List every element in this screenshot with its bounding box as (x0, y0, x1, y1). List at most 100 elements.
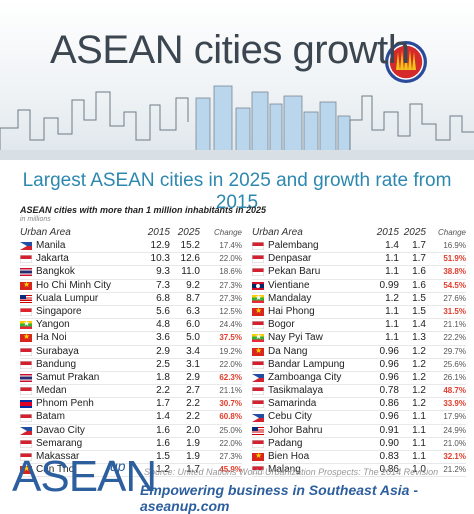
header-urban-area: Urban Area (20, 227, 71, 238)
change-rate: 27.3% (219, 293, 242, 303)
value-2025: 1.2 (412, 371, 426, 383)
table-row: Bien Hoa 0.83 1.1 32.1% (252, 450, 466, 465)
value-2015: 0.86 (379, 464, 399, 476)
table-row: Phnom Penh 1.7 2.2 30.7% (20, 398, 242, 412)
change-rate: 17.9% (443, 412, 466, 422)
value-2025: 1.6 (412, 266, 426, 278)
change-rate: 19.2% (219, 346, 242, 356)
value-2015: 2.2 (156, 385, 170, 397)
table-row: Samarinda 0.86 1.2 33.9% (252, 398, 466, 412)
city-name: Pekan Baru (268, 266, 321, 278)
change-rate: 54.5% (443, 280, 466, 290)
city-name: Davao City (36, 424, 85, 436)
value-2015: 0.83 (379, 451, 399, 462)
flag-ph-icon (252, 373, 264, 382)
header-urban-area: Urban Area (252, 227, 303, 238)
change-rate: 21.1% (443, 320, 466, 330)
flag-id-icon (20, 387, 32, 396)
value-2025: 2.9 (186, 371, 200, 383)
value-2015: 12.9 (150, 240, 170, 251)
value-2015: 0.99 (379, 279, 399, 291)
value-2025: 1.1 (412, 451, 426, 462)
city-name: Bandung (36, 358, 77, 370)
header-2025: 2025 (403, 227, 426, 238)
flag-id-icon (20, 413, 32, 422)
value-2025: 1.6 (412, 279, 426, 291)
value-2015: 1.1 (385, 332, 399, 344)
header-2015: 2015 (376, 227, 399, 238)
city-name: Mandalay (268, 292, 312, 304)
change-rate: 22.0% (219, 359, 242, 369)
change-rate: 21.1% (219, 386, 242, 396)
table-row: Ho Chi Minh City 7.3 9.2 27.3% (20, 279, 242, 293)
value-2015: 1.7 (156, 398, 170, 410)
value-2015: 1.4 (156, 411, 170, 423)
change-rate: 29.7% (443, 346, 466, 356)
flag-vn-icon (20, 331, 32, 343)
city-name: Yangon (36, 319, 70, 331)
table-row: Zamboanga City 0.96 1.2 26.1% (252, 371, 466, 386)
table-row: Batam 1.4 2.2 60.8% (20, 411, 242, 425)
table-row: Hai Phong 1.1 1.5 31.5% (252, 305, 466, 320)
value-2025: 1.9 (186, 437, 200, 449)
cities-table-left: Urban Area 2015 2025 Change Manila 12.9 15… (20, 226, 242, 478)
value-2025: 1.9 (186, 451, 200, 462)
city-name: Cebu City (268, 411, 312, 423)
change-rate: 21.2% (443, 465, 466, 475)
city-name: Nay Pyi Taw (268, 332, 323, 344)
value-2015: 1.1 (385, 319, 399, 331)
city-name: Can Tho (36, 464, 75, 476)
value-2025: 5.0 (186, 332, 200, 344)
header-2015: 2015 (147, 227, 170, 238)
flag-id-icon (20, 360, 32, 369)
value-2015: 2.9 (156, 345, 170, 357)
table-row: Denpasar 1.1 1.7 51.9% (252, 253, 466, 267)
flag-id-icon (252, 268, 264, 277)
value-2025: 8.7 (186, 292, 200, 304)
value-2015: 1.5 (156, 451, 170, 462)
value-2025: 2.0 (186, 424, 200, 436)
value-2025: 1.4 (412, 319, 426, 331)
flag-vn-icon (252, 305, 264, 317)
value-2015: 3.6 (156, 332, 170, 344)
table-row: Tasikmalaya 0.78 1.2 48.7% (252, 385, 466, 399)
page-title: ASEAN cities growth (50, 28, 410, 72)
flag-id-icon (20, 347, 32, 356)
change-rate: 26.1% (443, 372, 466, 382)
flag-vn-icon (252, 450, 264, 462)
flag-mm-icon (20, 318, 32, 330)
city-name: Tasikmalaya (268, 385, 324, 397)
change-rate: 22.2% (443, 333, 466, 343)
brand-tagline: Empowering business in Southeast Asia - … (140, 482, 418, 514)
value-2025: 1.2 (412, 385, 426, 397)
value-2015: 0.78 (379, 385, 399, 397)
table-row: Semarang 1.6 1.9 22.0% (20, 438, 242, 451)
value-2015: 1.1 (385, 253, 399, 265)
header-2025: 2025 (177, 227, 200, 238)
change-rate: 18.6% (219, 267, 242, 277)
table-row: Samut Prakan 1.8 2.9 62.3% (20, 371, 242, 386)
value-2025: 15.2 (180, 240, 200, 251)
value-2025: 1.1 (412, 424, 426, 436)
flag-vn-icon (252, 345, 264, 357)
value-2025: 2.2 (186, 411, 200, 423)
city-name: Samarinda (268, 398, 317, 410)
table-row: Makassar 1.5 1.9 27.3% (20, 451, 242, 465)
change-rate: 38.8% (443, 267, 466, 277)
source-note: Source: United Nations World Urbanizatio… (144, 467, 439, 477)
table-row: Palembang 1.4 1.7 16.9% (252, 240, 466, 254)
change-rate: 27.3% (219, 280, 242, 290)
flag-vn-icon (20, 279, 32, 291)
city-name: Bogor (268, 319, 295, 331)
change-rate: 32.1% (443, 452, 466, 461)
table-row: Yangon 4.8 6.0 24.4% (20, 318, 242, 333)
table-row: Nay Pyi Taw 1.1 1.3 22.2% (252, 331, 466, 346)
change-rate: 22.0% (219, 254, 242, 264)
cities-table-right: Urban Area 2015 2025 Change Palembang 1.4… (252, 226, 466, 478)
value-2025: 1.2 (412, 345, 426, 357)
value-2015: 1.6 (156, 437, 170, 449)
value-2025: 6.0 (186, 319, 200, 331)
city-name: Padang (268, 437, 303, 449)
flag-id-icon (252, 439, 264, 448)
flag-mm-icon (252, 292, 264, 304)
